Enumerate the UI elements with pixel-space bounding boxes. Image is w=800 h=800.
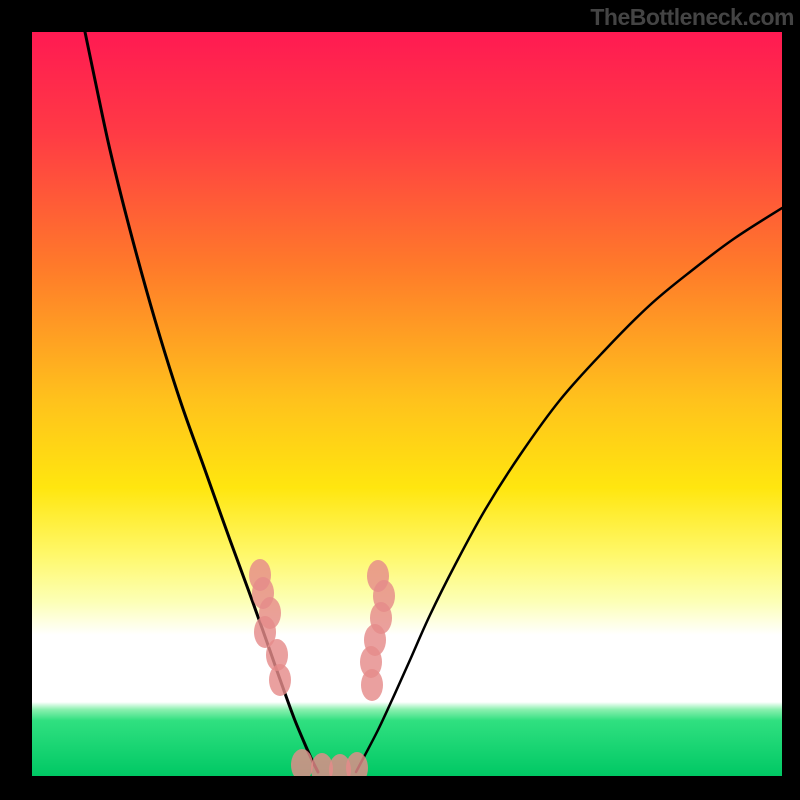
marker-bottom-3	[346, 752, 368, 784]
curve-right	[356, 208, 782, 772]
watermark-text: TheBottleneck.com	[590, 4, 794, 31]
marker-left-5	[269, 664, 291, 696]
marker-right-5	[361, 669, 383, 701]
chart-overlay-svg	[0, 0, 800, 800]
marker-bottom-0	[291, 749, 313, 781]
